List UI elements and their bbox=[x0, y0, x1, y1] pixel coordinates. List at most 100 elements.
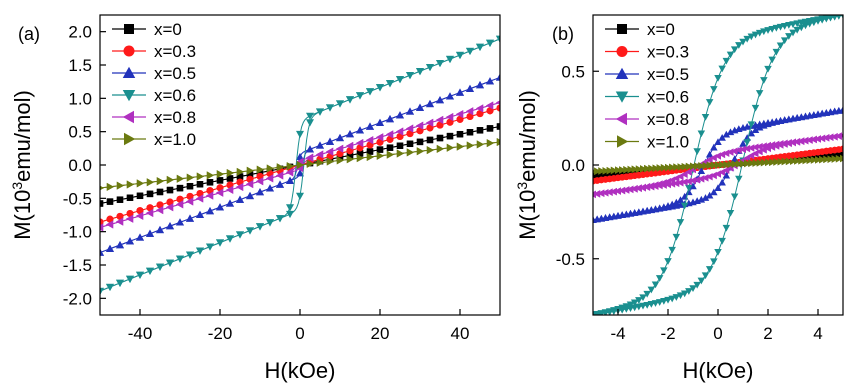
data-point bbox=[476, 127, 484, 134]
data-point bbox=[466, 47, 474, 56]
data-point bbox=[236, 231, 244, 239]
data-point bbox=[635, 165, 643, 173]
y-axis-label-a-prefix: M(10 bbox=[10, 190, 35, 240]
data-point bbox=[456, 88, 464, 96]
data-point bbox=[655, 275, 664, 282]
data-point bbox=[486, 125, 494, 132]
data-point bbox=[476, 104, 484, 113]
data-point bbox=[136, 207, 144, 215]
data-point bbox=[697, 167, 706, 174]
data-point bbox=[296, 152, 304, 161]
data-point bbox=[722, 130, 731, 138]
data-point bbox=[776, 42, 785, 50]
data-point bbox=[116, 279, 124, 287]
data-point bbox=[196, 194, 204, 203]
data-point bbox=[386, 80, 394, 88]
data-point bbox=[100, 287, 104, 296]
data-point bbox=[831, 151, 838, 158]
data-point bbox=[156, 201, 164, 209]
data-point bbox=[839, 133, 843, 138]
data-point bbox=[689, 285, 697, 293]
data-point bbox=[618, 186, 626, 195]
data-point bbox=[276, 215, 284, 223]
data-point bbox=[456, 51, 464, 60]
data-point bbox=[601, 188, 609, 197]
data-point bbox=[436, 121, 444, 129]
data-point bbox=[693, 281, 701, 289]
chart-panel-a: -40 -20 0 20 40 -2.0 -1.5 -1.0 -0.5 0.0 0.5 1.0 1.5… bbox=[9, 14, 501, 383]
data-point bbox=[785, 157, 793, 166]
data-point bbox=[690, 162, 697, 171]
legend-item: x=0.8 bbox=[605, 110, 689, 129]
data-point bbox=[698, 162, 706, 170]
data-point bbox=[496, 138, 500, 147]
data-point bbox=[116, 241, 124, 249]
data-point bbox=[719, 161, 726, 169]
legend-item: x=0.3 bbox=[112, 42, 196, 61]
data-point bbox=[685, 188, 693, 196]
data-point bbox=[286, 176, 294, 184]
data-point bbox=[768, 143, 776, 151]
y-tick-label: -0.5 bbox=[63, 189, 92, 208]
legend-label: x=0.5 bbox=[647, 65, 689, 84]
y-tick-label: -0.5 bbox=[556, 250, 585, 269]
data-point bbox=[722, 57, 731, 65]
data-point bbox=[669, 163, 676, 172]
data-point bbox=[635, 297, 643, 304]
data-point bbox=[366, 152, 374, 161]
data-point bbox=[647, 183, 655, 191]
data-point bbox=[356, 126, 364, 134]
data-point bbox=[789, 29, 797, 37]
data-point bbox=[631, 169, 638, 176]
data-point bbox=[446, 92, 454, 100]
data-point bbox=[376, 118, 384, 126]
data-point bbox=[760, 77, 768, 84]
data-point bbox=[656, 164, 664, 172]
data-point bbox=[681, 162, 689, 171]
data-point bbox=[406, 124, 414, 133]
data-point bbox=[100, 248, 104, 256]
data-point bbox=[286, 168, 294, 177]
data-point bbox=[655, 181, 663, 190]
data-point bbox=[673, 163, 681, 171]
legend-marker bbox=[616, 46, 628, 57]
data-point bbox=[366, 88, 374, 96]
data-point bbox=[476, 110, 484, 118]
data-point bbox=[747, 33, 756, 41]
data-point bbox=[839, 145, 843, 153]
data-point bbox=[694, 162, 701, 170]
data-point bbox=[781, 157, 789, 166]
data-point bbox=[806, 156, 814, 165]
data-point bbox=[714, 248, 722, 256]
legend-marker bbox=[617, 135, 629, 148]
data-point bbox=[815, 156, 822, 164]
data-point bbox=[186, 173, 194, 182]
chart-panel-b: -4 -2 0 2 4 -0.50.00.5 x=0x=0.3x=0.5x=0.6x=0… bbox=[514, 14, 844, 383]
data-point bbox=[822, 15, 831, 23]
data-point bbox=[614, 187, 621, 195]
data-point bbox=[386, 115, 394, 123]
data-point bbox=[146, 209, 154, 217]
data-point bbox=[186, 251, 194, 259]
data-point bbox=[735, 160, 743, 168]
data-point bbox=[743, 139, 751, 146]
series-x-0-6 bbox=[100, 35, 500, 296]
data-point bbox=[606, 171, 613, 178]
data-point bbox=[186, 197, 194, 206]
data-point bbox=[802, 156, 810, 165]
data-point bbox=[476, 140, 484, 149]
data-point bbox=[116, 212, 124, 220]
y-axis-label-b-sup: 3 bbox=[514, 182, 530, 190]
y-tick-label: 1.0 bbox=[68, 89, 92, 108]
data-point bbox=[785, 139, 792, 148]
data-point bbox=[772, 24, 781, 32]
data-point bbox=[606, 166, 614, 175]
data-point bbox=[126, 214, 134, 223]
data-point bbox=[840, 151, 843, 158]
data-point bbox=[436, 134, 444, 142]
data-point bbox=[718, 150, 726, 159]
data-point bbox=[623, 169, 630, 176]
x-axis-b: -4 -2 0 2 4 bbox=[610, 309, 823, 343]
data-point bbox=[602, 167, 610, 175]
